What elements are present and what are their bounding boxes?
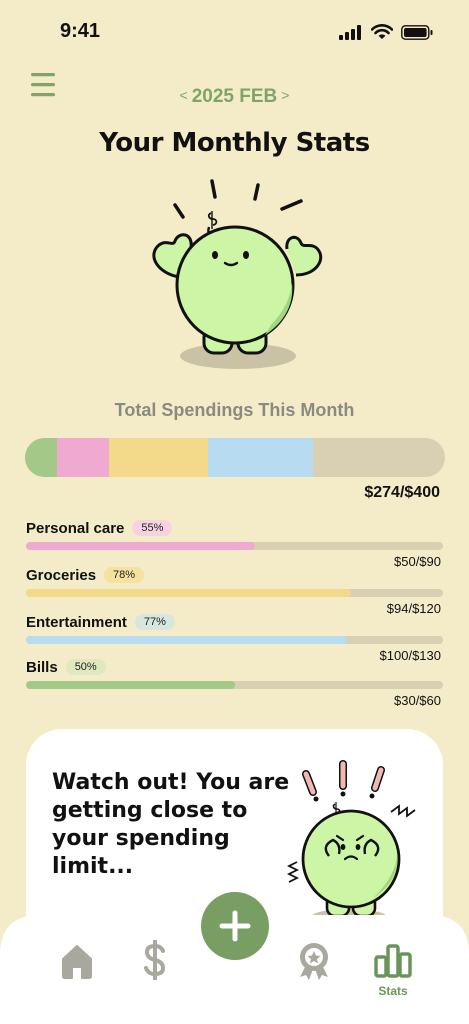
category-label: Entertainment: [26, 614, 127, 631]
status-bar: 9:41: [0, 0, 469, 60]
category-progress-track: [26, 636, 443, 644]
status-time: 9:41: [60, 20, 101, 42]
add-transaction-button[interactable]: [201, 892, 269, 960]
nav-home-button[interactable]: [60, 943, 94, 979]
category-progress-fill: [26, 636, 348, 644]
category-label: Bills: [26, 659, 58, 676]
category-progress-fill: [26, 542, 256, 550]
spending-segment-entertainment: [207, 438, 313, 477]
mascot-worried-icon: [286, 760, 416, 924]
category-progress-track: [26, 542, 443, 550]
total-spendings-bar: [25, 438, 445, 477]
spending-segment-bills: [25, 438, 57, 477]
category-percent-badge: 77%: [134, 614, 175, 630]
page-title: Your Monthly Stats: [99, 128, 370, 158]
bottom-nav-background: [0, 915, 469, 1024]
category-progress-fill: [26, 589, 352, 597]
home-icon: [62, 945, 92, 979]
prev-month-button[interactable]: <: [179, 87, 188, 103]
category-percent-badge: 78%: [104, 567, 145, 583]
nav-spending-button[interactable]: [140, 939, 170, 981]
menu-button[interactable]: [31, 71, 57, 99]
category-amount: $50/$90: [394, 554, 441, 569]
category-label: Personal care: [26, 520, 125, 537]
spending-segment-personal-care: [56, 438, 109, 477]
category-amount: $100/$130: [379, 648, 441, 663]
month-label: 2025 FEB: [191, 86, 278, 107]
spending-segment-groceries: [109, 438, 208, 477]
category-progress-track: [26, 681, 443, 689]
next-month-button[interactable]: >: [281, 87, 290, 103]
nav-rewards-button[interactable]: [296, 941, 332, 981]
battery-icon: [401, 24, 433, 40]
category-label: Groceries: [26, 567, 97, 584]
category-percent-badge: 50%: [65, 659, 106, 675]
award-icon: [300, 943, 328, 980]
nav-stats-button[interactable]: Stats: [370, 943, 416, 1003]
total-spendings-heading: Total Spendings This Month: [114, 400, 355, 420]
category-percent-badge: 55%: [132, 520, 173, 536]
nav-stats-label: Stats: [378, 984, 408, 998]
month-selector: <2025 FEB >: [0, 86, 469, 108]
bottom-nav: Stats: [0, 892, 469, 1024]
plus-icon: [219, 910, 251, 942]
category-amount: $30/$60: [394, 693, 441, 708]
stats-icon: [374, 944, 412, 978]
category-amount: $94/$120: [386, 601, 441, 616]
total-spendings-amount: $274/$400: [364, 484, 440, 501]
signal-icon: [339, 24, 361, 40]
category-progress-track: [26, 589, 443, 597]
dollar-icon: [144, 939, 166, 981]
wifi-icon: [371, 24, 393, 39]
category-progress-fill: [26, 681, 235, 689]
status-icons: [339, 24, 433, 40]
hamburger-icon: [31, 73, 55, 97]
mascot-flexing-icon: [152, 179, 323, 369]
alert-message: Watch out! You are getting close to your…: [52, 770, 290, 879]
